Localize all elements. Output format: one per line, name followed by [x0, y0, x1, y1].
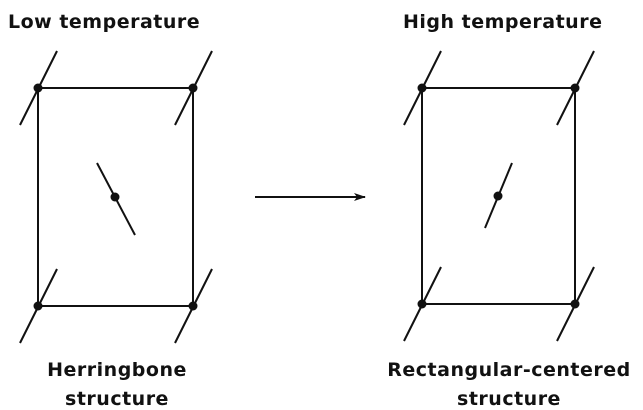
left-caption: Herringbone [47, 359, 187, 381]
rectangular-centered-lattice [403, 50, 595, 342]
right-caption: Rectangular-centered [387, 359, 630, 381]
left-caption: structure [65, 388, 169, 410]
right-caption: structure [457, 388, 561, 410]
left-title: Low temperature [8, 11, 200, 33]
right-title: High temperature [403, 11, 602, 33]
herringbone-lattice [19, 50, 213, 344]
